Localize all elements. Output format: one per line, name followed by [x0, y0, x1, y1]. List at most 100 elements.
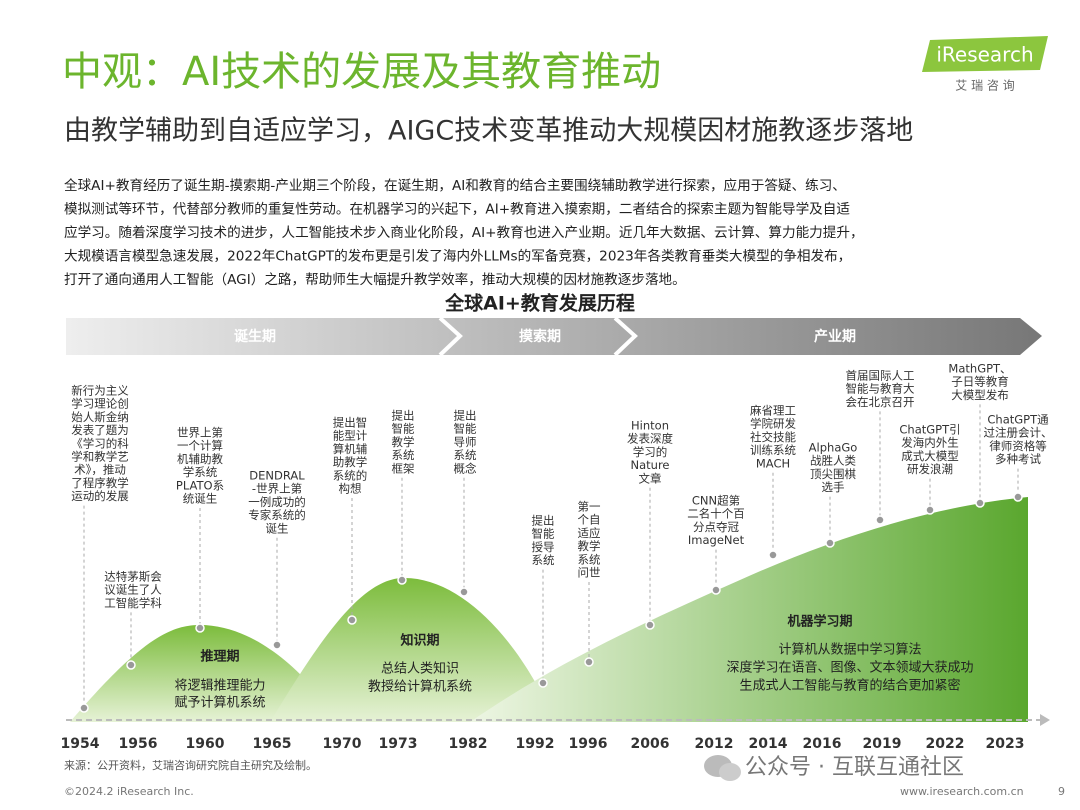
logo: iResearch [936, 43, 1033, 67]
year: 1996 [569, 736, 608, 752]
event-dot [347, 615, 357, 625]
event-text: 概念 [454, 461, 477, 475]
event-text: ChatGPT引 [899, 423, 960, 437]
event-text: MathGPT、 [948, 362, 1011, 376]
event-text: PLATO系 [176, 478, 224, 492]
event-text: DENDRAL [249, 469, 305, 483]
event-text: 二名十个百 [687, 507, 745, 521]
event-text: 发表了题为 [71, 423, 129, 437]
logo-sub: 艾 瑞 咨 询 [955, 78, 1014, 93]
year: 1954 [61, 736, 100, 752]
page-number: 9 [1058, 785, 1065, 798]
event-text: 首届国际人工 [846, 369, 915, 383]
event-text: 诞生 [266, 521, 289, 535]
event-dot [459, 587, 469, 597]
body-line: 大规模语言模型急速发展，2022年ChatGPT的发布更是引发了海内外LLMs的… [64, 248, 851, 265]
body-line: 模拟测试等环节，代替部分教师的重复性劳动。在机器学习的兴起下，AI+教育进入摸索… [64, 201, 850, 218]
event-text: 子日等教育 [951, 375, 1009, 389]
website: www.iresearch.com.cn [900, 785, 1024, 798]
stage-desc: 计算机从数据中学习算法 [778, 642, 921, 658]
event-text: 新行为主义 [71, 384, 129, 398]
event-dot [875, 515, 885, 525]
chevron [613, 316, 638, 357]
stage-desc: 生成式人工智能与教育的结合更加紧密 [739, 678, 960, 694]
year: 2022 [926, 736, 965, 752]
event-text: 提出 [454, 409, 477, 423]
event-text: 一例成功的 [248, 495, 306, 509]
event-text: ImageNet [688, 533, 745, 547]
event-text: 智能 [532, 527, 555, 541]
event-dot [975, 498, 985, 508]
watermark: 公众号 · 互联互通社区 [745, 755, 964, 780]
event-text: 问世 [578, 566, 601, 580]
event-text: AlphaGo [809, 441, 858, 455]
event-text: 教学 [578, 539, 601, 553]
year: 1970 [323, 736, 362, 752]
event-text: 社交技能 [750, 430, 796, 444]
event-text: 学系统 [183, 465, 218, 479]
year: 2012 [695, 736, 734, 752]
phase-label: 摸索期 [519, 328, 561, 345]
event-text: 律师资格等 [989, 439, 1047, 453]
event-text: 智能 [392, 422, 415, 436]
event-dot [711, 585, 721, 595]
event-text: 研发浪潮 [907, 462, 953, 476]
body-line: 打开了通向通用人工智能（AGI）之路，帮助师生大幅提升教学效率，推动大规模的因材… [64, 271, 686, 288]
phase-label: 产业期 [814, 328, 856, 345]
year: 1982 [449, 736, 488, 752]
event-text: 学和教学艺 [71, 450, 129, 464]
event-text: 统诞生 [183, 492, 218, 506]
ml-area [470, 497, 1028, 722]
event-text: 个自 [578, 513, 601, 527]
event-text: 达特茅斯会 [104, 570, 162, 584]
body-line: 应学习。随着深度学习技术的进步，人工智能技术步入商业化阶段，AI+教育也进入产业… [64, 224, 864, 241]
event-text: 《学习的科 [71, 436, 129, 450]
event-text: 智能与教育大 [846, 382, 915, 396]
chevron [438, 316, 463, 357]
event-text: 多种考试 [995, 452, 1041, 466]
event-dot [195, 623, 205, 633]
stage-desc: 将逻辑推理能力 [174, 679, 265, 694]
event-text: 分点夺冠 [693, 520, 739, 534]
event-text: 工智能学科 [104, 596, 162, 610]
event-text: 发表深度 [627, 432, 673, 446]
event-dot [79, 703, 89, 713]
event-dot [1013, 492, 1023, 502]
event-dot [272, 640, 282, 650]
event-text: 授导 [532, 540, 555, 554]
event-text: 过注册会计、 [984, 426, 1053, 440]
event-text: CNN超第 [692, 494, 740, 508]
event-text: 训练系统 [750, 443, 796, 457]
event-text: 机辅助教 [177, 452, 223, 466]
event-text: 顶尖围棋 [810, 467, 856, 481]
event-dot [397, 575, 407, 585]
event-dot [584, 657, 594, 667]
event-text: 第一 [578, 500, 601, 514]
event-text: 提出 [532, 514, 555, 528]
axis-arrow [1040, 714, 1050, 726]
event-text: 教学 [392, 435, 415, 449]
event-text: 议诞生了人 [104, 583, 162, 597]
source: 来源：公开资料，艾瑞咨询研究院自主研究及绘制。 [64, 758, 317, 772]
event-dot [768, 550, 778, 560]
stage-name: 知识期 [400, 633, 439, 649]
year: 1965 [253, 736, 292, 752]
title: 中观：AI技术的发展及其教育推动 [62, 49, 661, 95]
event-text: 成式大模型 [901, 449, 959, 463]
event-text: 学习的 [633, 445, 668, 459]
copyright: ©2024.2 iResearch Inc. [64, 785, 194, 798]
stage-name: 机器学习期 [787, 614, 852, 630]
event-text: 世界上第 [177, 426, 223, 440]
event-text: 学习理论创 [71, 397, 129, 411]
event-text: 运动的发展 [71, 489, 129, 503]
subtitle: 由教学辅助到自适应学习，AIGC技术变革推动大规模因材施教逐步落地 [64, 116, 913, 147]
phase-label: 诞生期 [234, 328, 276, 345]
event-text: 智能 [454, 422, 477, 436]
event-text: 构想 [339, 482, 362, 496]
event-text: 发海内外生 [901, 436, 959, 450]
body-line: 全球AI+教育经历了诞生期-摸索期-产业期三个阶段，在诞生期，AI和教育的结合主… [64, 177, 846, 194]
event-dot [645, 620, 655, 630]
event-text: 适应 [578, 526, 601, 540]
event-dot [538, 678, 548, 688]
